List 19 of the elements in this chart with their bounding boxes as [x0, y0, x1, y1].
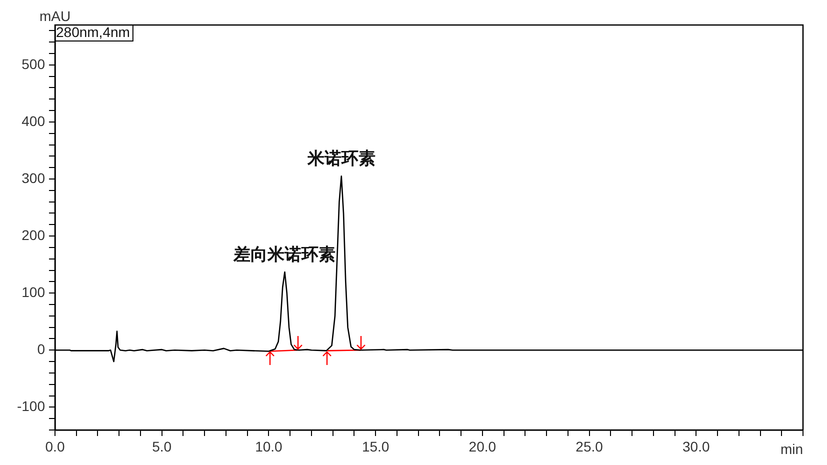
- y-tick-label: 0: [37, 341, 46, 357]
- x-tick-label: 5.0: [152, 438, 172, 454]
- y-tick-label: 200: [22, 226, 46, 243]
- y-tick-label: 300: [22, 170, 46, 186]
- x-tick-label: 10.0: [255, 438, 283, 454]
- y-axis-title: mAU: [39, 8, 71, 24]
- annotation: 差向米诺环素: [232, 244, 336, 265]
- y-tick-label: 100: [22, 284, 46, 300]
- x-tick-label: 0.0: [45, 438, 65, 454]
- y-tick-label: 400: [22, 112, 46, 129]
- y-tick-label: -100: [16, 398, 46, 414]
- x-tick-label: 20.0: [468, 438, 496, 454]
- x-tick-label: 15.0: [362, 438, 390, 454]
- x-tick-label: 30.0: [682, 438, 710, 454]
- x-axis-title: min: [780, 440, 803, 457]
- y-tick-label: 500: [22, 56, 46, 72]
- annotation: 280nm,4nm: [56, 24, 130, 40]
- annotation: 米诺环素: [306, 149, 376, 170]
- x-tick-label: 25.0: [576, 438, 604, 454]
